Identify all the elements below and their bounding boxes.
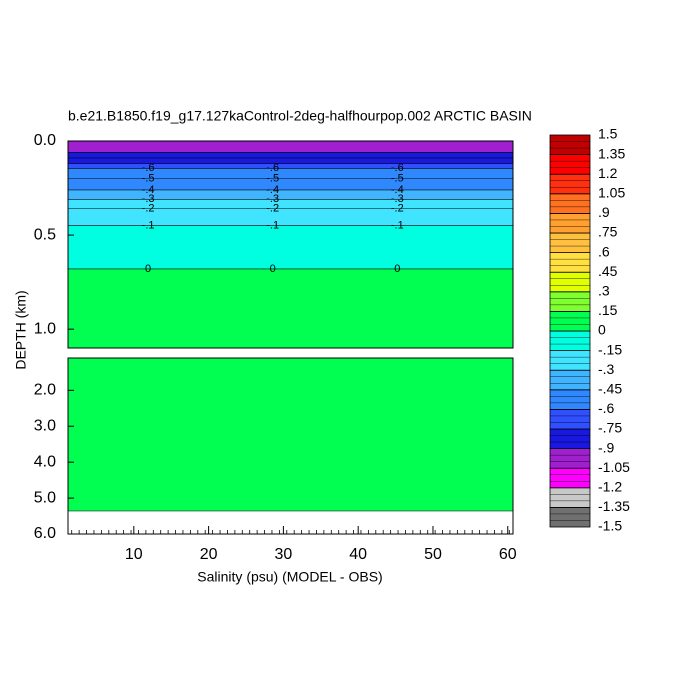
colorbar-tick-label: .75 bbox=[598, 224, 618, 240]
contour-label: -.5 bbox=[142, 173, 155, 185]
colorbar-tick-label: -.9 bbox=[598, 439, 615, 455]
x-tick-label: 10 bbox=[125, 546, 143, 563]
contour-fill bbox=[68, 163, 513, 169]
colorbar-box bbox=[549, 350, 591, 371]
colorbar-tick-label: -.3 bbox=[598, 361, 615, 377]
colorbar-tick-label: -1.05 bbox=[598, 459, 630, 475]
contour-label: -.3 bbox=[142, 193, 155, 205]
x-axis-label: Salinity (psu) (MODEL - OBS) bbox=[197, 569, 382, 585]
colorbar-box bbox=[549, 389, 591, 410]
x-tick-label: 20 bbox=[200, 546, 218, 563]
colorbar-box bbox=[549, 173, 591, 195]
contour-label: -.1 bbox=[391, 220, 404, 232]
colorbar-box bbox=[549, 271, 591, 293]
contour-label: -.1 bbox=[266, 220, 279, 232]
contour-label: -.2 bbox=[266, 203, 279, 215]
colorbar-tick-label: 1.05 bbox=[598, 185, 625, 201]
contour-label: -.2 bbox=[391, 203, 404, 215]
y-tick-label: 0.5 bbox=[34, 226, 56, 243]
contour-fill bbox=[68, 141, 513, 153]
colorbar-box bbox=[549, 252, 591, 273]
contour-fill bbox=[68, 208, 513, 226]
x-tick-label: 40 bbox=[349, 546, 367, 563]
colorbar-box bbox=[549, 428, 591, 450]
colorbar-tick-label: -1.35 bbox=[598, 498, 630, 514]
colorbar-box bbox=[549, 369, 591, 391]
colorbar-box bbox=[549, 193, 591, 214]
x-tick-label: 60 bbox=[499, 546, 517, 563]
contour-label: -.5 bbox=[266, 173, 279, 185]
colorbar-box bbox=[549, 487, 591, 508]
colorbar-tick-label: -.75 bbox=[598, 420, 622, 436]
colorbar-box bbox=[549, 154, 591, 175]
contour-label: -.6 bbox=[266, 162, 279, 174]
colorbar-box bbox=[549, 212, 591, 234]
colorbar-tick-label: .15 bbox=[598, 302, 618, 318]
x-tick-label: 30 bbox=[274, 546, 292, 563]
y-tick-label: 2.0 bbox=[34, 382, 56, 399]
colorbar-box bbox=[549, 330, 591, 352]
y-tick-label: 4.0 bbox=[34, 453, 56, 470]
contour-fill bbox=[68, 268, 513, 348]
colorbar-tick-label: .9 bbox=[598, 204, 610, 220]
y-tick-label: 0.0 bbox=[34, 132, 56, 149]
contour-label: -.6 bbox=[391, 162, 404, 174]
colorbar-tick-label: 1.5 bbox=[598, 126, 618, 142]
colorbar-tick-label: -.15 bbox=[598, 341, 622, 357]
colorbar-tick-label: -.6 bbox=[598, 400, 615, 416]
colorbar-tick-label: .6 bbox=[598, 243, 610, 259]
contour-fill bbox=[68, 358, 513, 512]
colorbar-tick-label: 0 bbox=[598, 322, 606, 338]
y-tick-label: 5.0 bbox=[34, 489, 56, 506]
contour-label: -.3 bbox=[266, 193, 279, 205]
colorbar-box bbox=[549, 134, 591, 156]
contour-label: -.1 bbox=[142, 220, 155, 232]
contour-fill bbox=[68, 199, 513, 209]
colorbar-box bbox=[549, 506, 591, 528]
colorbar-tick-label: 1.2 bbox=[598, 165, 618, 181]
colorbar-tick-label: -1.5 bbox=[598, 518, 622, 534]
colorbar-box bbox=[549, 232, 591, 254]
colorbar-tick-label: -.45 bbox=[598, 381, 622, 397]
contour-label: -.4 bbox=[266, 184, 279, 196]
y-tick-label: 6.0 bbox=[34, 525, 56, 542]
x-tick-label: 50 bbox=[424, 546, 442, 563]
y-tick-label: 1.0 bbox=[34, 320, 56, 337]
contour-label: -.5 bbox=[391, 173, 404, 185]
contour-fill bbox=[68, 168, 513, 179]
contour-label: -.4 bbox=[391, 184, 404, 196]
colorbar-tick-label: .3 bbox=[598, 283, 610, 299]
y-tick-label: 3.0 bbox=[34, 417, 56, 434]
contour-fill bbox=[68, 178, 513, 190]
colorbar-box bbox=[549, 291, 591, 312]
contour-fill bbox=[68, 157, 513, 164]
contour-label: 0 bbox=[394, 263, 400, 275]
colorbar-tick-label: -1.2 bbox=[598, 479, 622, 495]
colorbar-box bbox=[549, 467, 591, 489]
contour-fill bbox=[68, 189, 513, 200]
colorbar-box bbox=[549, 310, 591, 332]
contour-label: -.4 bbox=[142, 184, 155, 196]
contour-label: 0 bbox=[145, 263, 151, 275]
contour-label: -.2 bbox=[142, 203, 155, 215]
contour-label: -.3 bbox=[391, 193, 404, 205]
panel-frame bbox=[67, 140, 514, 349]
contour-label: -.6 bbox=[142, 162, 155, 174]
panel-frame bbox=[67, 357, 514, 535]
y-axis-label: DEPTH (km) bbox=[13, 290, 29, 369]
colorbar-tick-label: .45 bbox=[598, 263, 618, 279]
contour-label: 0 bbox=[270, 263, 276, 275]
colorbar-tick-label: 1.35 bbox=[598, 145, 625, 161]
colorbar-box bbox=[549, 408, 591, 430]
chart-title: b.e21.B1850.f19_g17.127kaControl-2deg-ha… bbox=[68, 108, 532, 124]
contour-fill bbox=[68, 152, 513, 158]
contour-fill bbox=[68, 225, 513, 269]
colorbar-box bbox=[549, 448, 591, 469]
